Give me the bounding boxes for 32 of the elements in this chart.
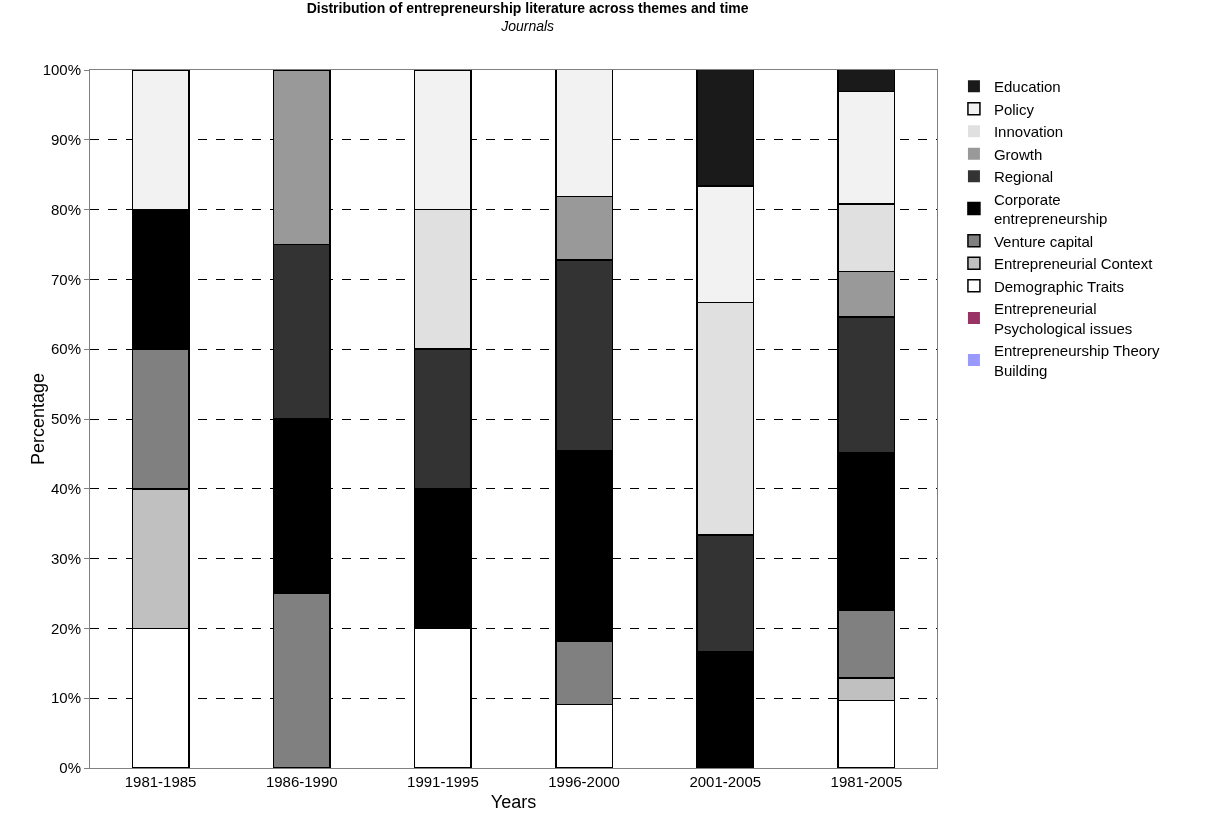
y-tick-label: 80% [50, 200, 81, 218]
y-tick-label: 20% [50, 619, 81, 637]
y-tick-label: 40% [50, 480, 81, 498]
x-tick-label: 1986-1990 [265, 773, 338, 790]
legend-label: Demographic Traits [993, 277, 1124, 295]
x-tick-label: 1981-1985 [124, 773, 197, 790]
legend-label: Entrepreneurship Theory Building [993, 342, 1161, 379]
chart-title: Distribution of entrepreneurship literature across themes and time [306, 0, 749, 16]
chart-subtitle: Journals [500, 17, 555, 34]
x-tick-label: 1991-1995 [407, 773, 479, 790]
legend-label: Policy [993, 100, 1035, 118]
y-tick-label: 70% [50, 270, 81, 288]
y-tick-label: 0% [59, 759, 81, 777]
legend-label: Growth [993, 145, 1043, 163]
y-tick-label: 50% [50, 410, 81, 428]
legend-label: Corporate entrepreneurship [993, 190, 1108, 228]
y-tick-label: 30% [50, 549, 81, 567]
y-axis-title: Percentage [28, 372, 48, 466]
x-tick-label: 1996-2000 [548, 773, 620, 790]
legend-label: Venture capital [993, 232, 1094, 250]
x-axis-title: Years [490, 792, 537, 813]
legend-label: Entrepreneurial Psychological issues [993, 300, 1133, 337]
y-tick-label: 60% [50, 340, 81, 358]
x-tick-label: 1981-2005 [830, 773, 903, 790]
y-tick-label: 100% [42, 61, 81, 79]
y-tick-label: 10% [50, 689, 81, 707]
y-tick-label: 90% [50, 131, 81, 149]
legend-label: Education [993, 78, 1061, 96]
legend-label: Regional [993, 168, 1054, 186]
legend-label: Entrepreneurial Context [993, 255, 1154, 273]
legend-label: Innovation [993, 123, 1064, 141]
x-tick-label: 2001-2005 [689, 773, 762, 790]
